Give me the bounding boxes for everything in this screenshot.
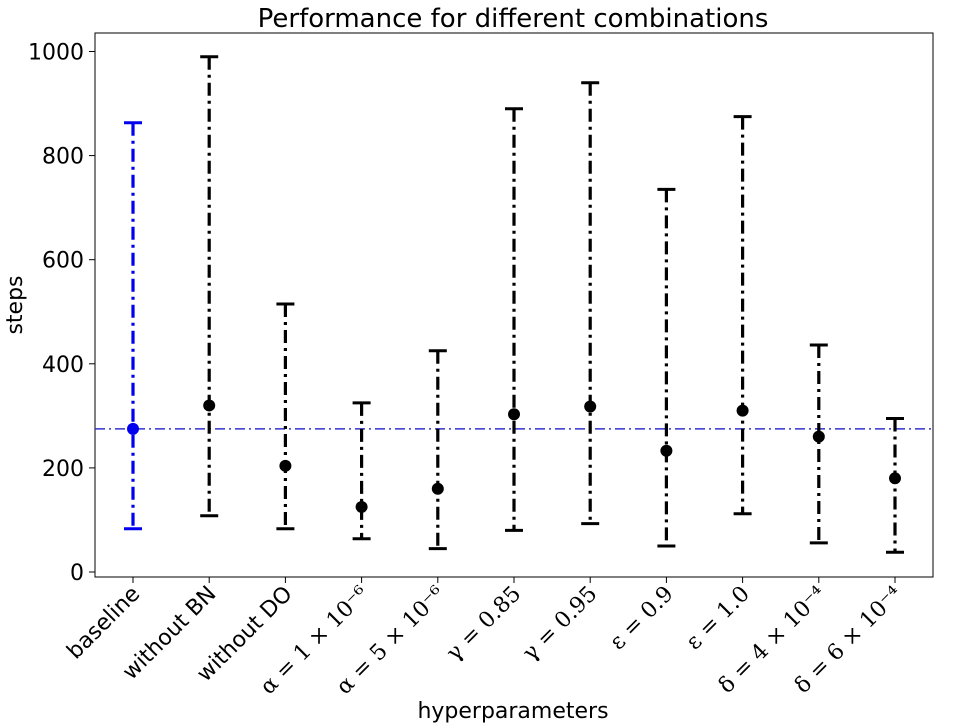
x-tick-label-8: ε = 1.0 bbox=[681, 582, 754, 655]
mean-point-4 bbox=[431, 482, 444, 495]
y-axis-label: steps bbox=[3, 275, 28, 334]
mean-point-2 bbox=[279, 459, 292, 472]
y-tick-label-5: 1000 bbox=[28, 41, 84, 66]
mean-point-6 bbox=[584, 400, 597, 413]
x-tick-label-6: γ = 0.95 bbox=[518, 582, 603, 667]
mean-point-8 bbox=[736, 404, 749, 417]
mean-point-1 bbox=[203, 399, 216, 412]
x-axis-label: hyperparameters bbox=[417, 699, 608, 724]
y-tick-label-4: 800 bbox=[42, 145, 84, 170]
y-tick-label-3: 600 bbox=[42, 249, 84, 274]
y-tick-label-0: 0 bbox=[70, 561, 84, 586]
x-tick-label-7: ε = 0.9 bbox=[605, 582, 678, 655]
mean-point-9 bbox=[812, 430, 825, 443]
mean-point-7 bbox=[660, 444, 673, 457]
mean-point-3 bbox=[355, 500, 368, 513]
mean-point-5 bbox=[508, 408, 520, 421]
mean-point-10 bbox=[889, 472, 901, 485]
y-tick-label-1: 200 bbox=[42, 457, 84, 482]
y-tick-label-2: 400 bbox=[42, 353, 84, 378]
chart-title: Performance for different combinations bbox=[258, 4, 769, 34]
x-tick-label-5: γ = 0.85 bbox=[442, 582, 527, 667]
mean-point-0 bbox=[127, 422, 139, 435]
